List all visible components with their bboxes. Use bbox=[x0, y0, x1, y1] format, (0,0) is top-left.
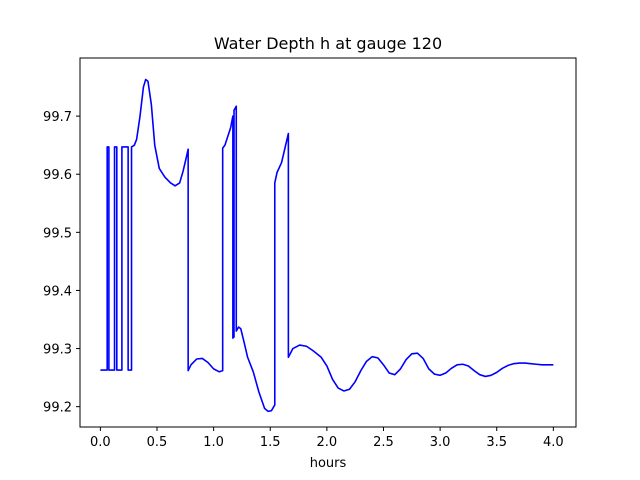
x-tick-label: 3.5 bbox=[486, 435, 507, 450]
x-tick-label: 3.0 bbox=[430, 435, 451, 450]
x-tick-label: 0.0 bbox=[90, 435, 111, 450]
y-tick-label: 99.6 bbox=[43, 168, 72, 183]
y-tick-label: 99.2 bbox=[43, 401, 72, 416]
y-tick-label: 99.3 bbox=[43, 343, 72, 358]
plot-area: 0.0 0.5 1.0 1.5 2.0 2.5 3.0 3.5 4.0 99.2 99.3 99.4… bbox=[43, 57, 577, 450]
y-tick-label: 99.7 bbox=[43, 110, 72, 125]
y-tick-label: 99.4 bbox=[43, 284, 72, 299]
plot-frame bbox=[79, 57, 577, 428]
x-tick-label: 4.0 bbox=[543, 435, 564, 450]
x-axis-title: hours bbox=[310, 456, 347, 471]
series-layer bbox=[100, 78, 554, 413]
y-tick-label: 99.5 bbox=[43, 226, 72, 241]
series-line bbox=[100, 78, 554, 413]
y-axis: 99.2 99.3 99.4 99.5 99.6 99.7 bbox=[43, 110, 80, 416]
chart-title: Water Depth h at gauge 120 bbox=[214, 34, 442, 53]
x-tick-label: 2.0 bbox=[317, 435, 338, 450]
x-tick-label: 1.5 bbox=[260, 435, 281, 450]
x-tick-label: 1.0 bbox=[203, 435, 224, 450]
x-tick-label: 2.5 bbox=[373, 435, 394, 450]
x-axis: 0.0 0.5 1.0 1.5 2.0 2.5 3.0 3.5 4.0 bbox=[90, 427, 564, 450]
x-tick-label: 0.5 bbox=[147, 435, 168, 450]
